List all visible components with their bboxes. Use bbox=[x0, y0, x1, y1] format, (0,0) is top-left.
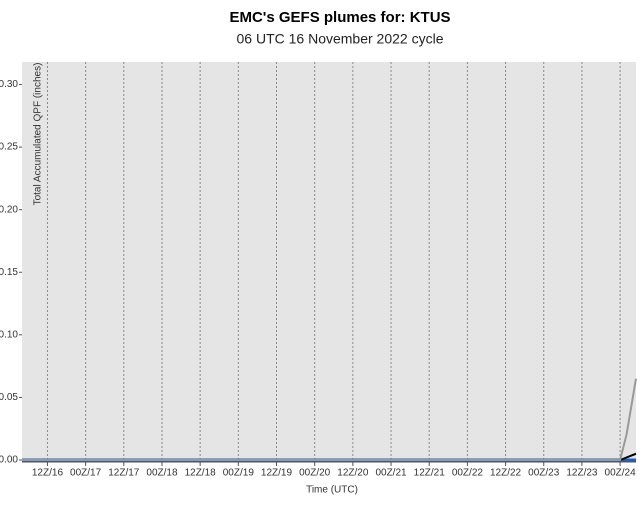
x-tick-label: 12Z/22 bbox=[490, 468, 522, 479]
y-tick-label: 0.15 bbox=[0, 267, 18, 278]
x-tick-label: 12Z/19 bbox=[261, 468, 293, 479]
y-tick-label: 0.30 bbox=[0, 79, 18, 90]
x-tick-label: 12Z/21 bbox=[414, 468, 446, 479]
plot-area bbox=[22, 62, 636, 462]
y-tick-label: 0.20 bbox=[0, 204, 18, 215]
y-axis-label: Total Accumulated QPF (inches) bbox=[33, 63, 44, 206]
chart-subtitle: 06 UTC 16 November 2022 cycle bbox=[237, 31, 444, 47]
x-axis-label: Time (UTC) bbox=[306, 485, 358, 496]
x-tick-label: 00Z/21 bbox=[375, 468, 407, 479]
x-tick-label: 00Z/19 bbox=[223, 468, 255, 479]
x-tick-label: 00Z/24 bbox=[605, 468, 637, 479]
series-line bbox=[22, 378, 637, 461]
x-tick-label: 12Z/20 bbox=[337, 468, 369, 479]
y-tick-label: 0.10 bbox=[0, 329, 18, 340]
x-tick-label: 00Z/18 bbox=[146, 468, 178, 479]
x-tick-label: 00Z/22 bbox=[452, 468, 484, 479]
y-tick-label: 0.00 bbox=[0, 455, 18, 466]
x-tick-label: 12Z/16 bbox=[32, 468, 64, 479]
x-tick-label: 12Z/17 bbox=[108, 468, 140, 479]
x-tick-label: 00Z/23 bbox=[528, 468, 560, 479]
x-tick-label: 12Z/18 bbox=[185, 468, 217, 479]
chart-title: EMC's GEFS plumes for: KTUS bbox=[229, 9, 450, 26]
y-tick-label: 0.05 bbox=[0, 392, 18, 403]
x-tick-label: 12Z/23 bbox=[566, 468, 598, 479]
y-tick-label: 0.25 bbox=[0, 142, 18, 153]
x-tick-label: 00Z/20 bbox=[299, 468, 331, 479]
x-tick-label: 00Z/17 bbox=[70, 468, 102, 479]
